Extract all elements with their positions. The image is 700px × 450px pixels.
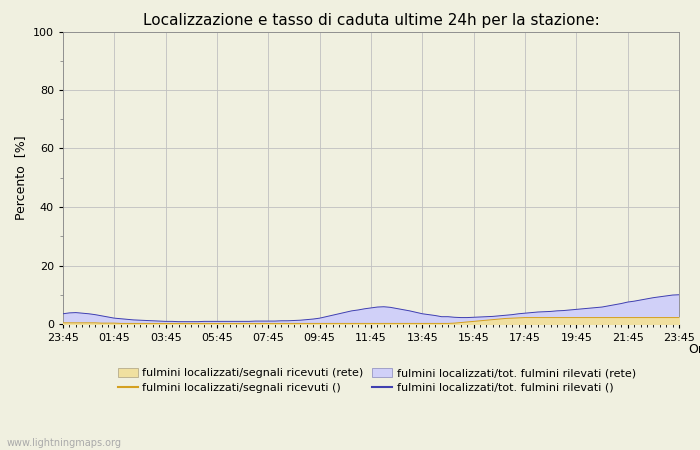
Y-axis label: Percento  [%]: Percento [%]: [15, 135, 27, 220]
Text: Orario: Orario: [689, 343, 700, 356]
Title: Localizzazione e tasso di caduta ultime 24h per la stazione:: Localizzazione e tasso di caduta ultime …: [143, 13, 599, 27]
Text: www.lightningmaps.org: www.lightningmaps.org: [7, 438, 122, 448]
Legend: fulmini localizzati/segnali ricevuti (rete), fulmini localizzati/segnali ricevut: fulmini localizzati/segnali ricevuti (re…: [118, 368, 636, 393]
